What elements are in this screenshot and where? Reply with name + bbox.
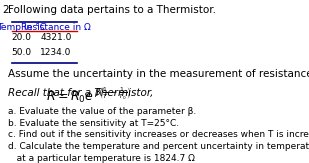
Text: 1234.0: 1234.0 [40, 48, 72, 57]
Text: Recall that for a Thermistor,: Recall that for a Thermistor, [8, 88, 159, 98]
Text: c. Find out if the sensitivity increases or decreases when T is increased. Use a: c. Find out if the sensitivity increases… [8, 130, 309, 139]
Text: at a particular temperature is 1824.7 Ω: at a particular temperature is 1824.7 Ω [8, 154, 194, 163]
Text: b. Evaluate the sensitivity at T=25°C.: b. Evaluate the sensitivity at T=25°C. [8, 119, 179, 128]
Text: Temp in °C: Temp in °C [0, 23, 46, 32]
Text: Following data pertains to a Thermistor.: Following data pertains to a Thermistor. [8, 5, 216, 15]
Text: 2.: 2. [2, 5, 12, 15]
Text: d. Calculate the temperature and percent uncertainty in temperature if the resis: d. Calculate the temperature and percent… [8, 142, 309, 151]
Text: Resistance in Ω: Resistance in Ω [21, 23, 91, 32]
Text: 4321.0: 4321.0 [40, 33, 72, 42]
Text: Assume the uncertainty in the measurement of resistance as ± 5%.: Assume the uncertainty in the measuremen… [8, 69, 309, 79]
Text: 50.0: 50.0 [11, 48, 32, 57]
Text: 20.0: 20.0 [11, 33, 32, 42]
Text: a. Evaluate the value of the parameter β.: a. Evaluate the value of the parameter β… [8, 107, 196, 116]
Text: $R = R_0 e^{\,\beta\!\left(\frac{1}{T}-\frac{1}{T_0}\right)}$: $R = R_0 e^{\,\beta\!\left(\frac{1}{T}-\… [46, 86, 131, 105]
